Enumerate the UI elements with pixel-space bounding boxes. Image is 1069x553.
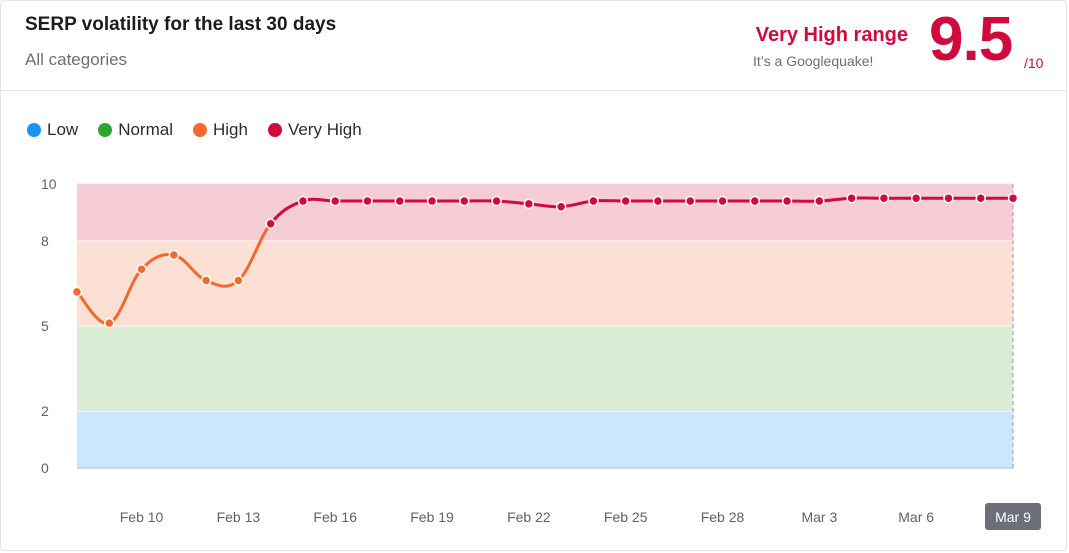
data-point <box>459 195 470 207</box>
y-tick-label: 5 <box>41 318 49 334</box>
legend-label-normal: Normal <box>118 120 173 139</box>
data-point <box>781 195 793 207</box>
data-point <box>943 192 954 204</box>
data-point <box>329 195 341 207</box>
x-tick-label: Mar 9 <box>995 509 1031 525</box>
data-point <box>104 317 115 329</box>
range-label: Very High range <box>755 24 908 46</box>
card-title: SERP volatility for the last 30 days <box>25 14 337 35</box>
range-note: It’s a Googlequake! <box>753 53 874 69</box>
data-point <box>426 195 438 207</box>
data-point <box>71 286 83 298</box>
legend-dot-low <box>27 123 41 137</box>
data-point <box>362 195 373 207</box>
legend-item-very-high[interactable]: Very High <box>267 120 362 140</box>
data-point <box>136 263 147 275</box>
x-tick-label: Feb 25 <box>604 509 648 525</box>
legend-dot-very-high <box>267 123 282 137</box>
x-tick-label: Feb 22 <box>507 509 551 525</box>
data-point <box>297 195 309 207</box>
score-max: /10 <box>1024 55 1044 71</box>
data-point <box>975 192 986 204</box>
legend-item-normal[interactable]: Normal <box>98 120 173 140</box>
x-tick-label: Feb 28 <box>701 509 745 525</box>
data-point <box>523 198 535 210</box>
data-point <box>910 192 922 204</box>
band-normal <box>77 326 1013 412</box>
data-point <box>168 249 180 261</box>
y-tick-label: 0 <box>41 460 49 476</box>
x-tick-label: Mar 3 <box>801 509 837 525</box>
chart-legend: Low Normal High Very High <box>27 120 362 140</box>
x-tick-label: Feb 19 <box>410 509 454 525</box>
data-point <box>588 195 599 207</box>
data-point <box>846 192 857 204</box>
volatility-score: 9.5 <box>929 5 1013 74</box>
data-point <box>749 195 761 207</box>
card-header: SERP volatility for the last 30 days All… <box>1 1 1066 91</box>
data-point <box>684 195 696 207</box>
legend-dot-normal <box>98 123 113 137</box>
legend-label-high: High <box>212 120 248 139</box>
y-tick-label: 8 <box>41 233 49 249</box>
x-tick-label: Mar 6 <box>898 509 934 525</box>
category-subtitle: All categories <box>25 50 128 69</box>
x-tick-label: Feb 13 <box>217 509 261 525</box>
x-tick-label: Feb 10 <box>120 509 164 525</box>
legend-label-very-high: Very High <box>287 120 362 139</box>
data-point <box>200 275 212 286</box>
legend-item-low[interactable]: Low <box>27 120 78 140</box>
legend-dot-high <box>192 123 207 137</box>
data-point <box>878 192 890 204</box>
legend-item-high[interactable]: High <box>192 120 248 140</box>
data-point <box>491 195 502 207</box>
data-point <box>652 195 664 207</box>
band-low <box>77 411 1013 468</box>
data-point <box>555 201 567 212</box>
data-point <box>233 275 244 286</box>
x-tick-label: Feb 16 <box>313 509 357 525</box>
x-tick-highlight <box>985 503 1041 530</box>
legend-label-low: Low <box>47 120 79 139</box>
data-point <box>620 195 631 207</box>
y-tick-label: 2 <box>41 403 49 419</box>
band-very-high <box>77 184 1013 241</box>
data-point <box>717 195 728 207</box>
data-point <box>1007 192 1019 204</box>
data-point <box>265 218 276 230</box>
y-tick-label: 10 <box>41 176 57 192</box>
data-point <box>814 195 825 207</box>
data-point <box>394 195 406 207</box>
